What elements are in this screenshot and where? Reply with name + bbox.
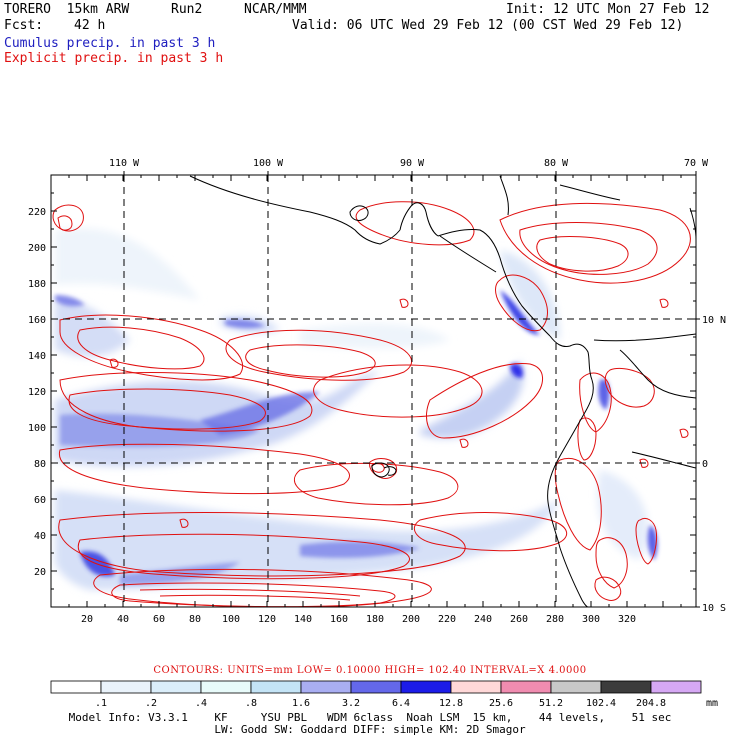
colorbar-swatch — [100, 680, 152, 694]
colorbar-swatch — [550, 680, 602, 694]
left-tick-label: 200 — [28, 243, 46, 254]
bottom-tick-label: 220 — [438, 614, 456, 625]
bottom-tick-label: 200 — [402, 614, 420, 625]
bottom-tick-label: 100 — [222, 614, 240, 625]
colorbar: .1 .2 .4 .8 1.6 3.2 6.4 12.8 25.6 51.2 102.4 204.8 m… — [50, 680, 718, 709]
forecast-label: Fcst: — [4, 18, 44, 33]
left-tick-label: 180 — [28, 279, 46, 290]
bottom-tick-label: 240 — [474, 614, 492, 625]
left-tick-label: 20 — [34, 567, 46, 578]
colorbar-label: 12.8 — [439, 698, 463, 709]
right-lat-label: 10 N — [702, 315, 726, 326]
bottom-tick-label: 20 — [81, 614, 93, 625]
colorbar-swatch — [200, 680, 252, 694]
field-cumulus-label: Cumulus precip. in past 3 h — [4, 36, 216, 51]
colorbar-swatch — [400, 680, 452, 694]
colorbar-label: .8 — [245, 698, 257, 709]
contours-info: CONTOURS: UNITS=mm LOW= 0.10000 HIGH= 10… — [153, 665, 587, 676]
bottom-tick-label: 320 — [618, 614, 636, 625]
colorbar-swatch — [600, 680, 652, 694]
explicit-precip-contours — [52, 201, 691, 607]
colorbar-label: .4 — [195, 698, 207, 709]
colorbar-label: 51.2 — [539, 698, 563, 709]
colorbar-swatch — [500, 680, 552, 694]
physics-info: LW: Godd SW: Goddard DIFF: simple KM: 2D… — [214, 723, 526, 736]
model-title: TORERO 15km ARW — [4, 2, 130, 17]
axis-ticks — [51, 171, 700, 608]
left-tick-label: 100 — [28, 423, 46, 434]
left-tick-label: 80 — [34, 459, 46, 470]
colorbar-label: 6.4 — [392, 698, 410, 709]
top-lon-label: 100 W — [253, 158, 284, 169]
colorbar-label: 1.6 — [292, 698, 310, 709]
left-tick-label: 140 — [28, 351, 46, 362]
bottom-tick-label: 260 — [510, 614, 528, 625]
model-info: Model Info: V3.3.1 KF YSU PBL WDM 6class… — [68, 711, 672, 724]
bottom-tick-label: 300 — [582, 614, 600, 625]
left-tick-label: 60 — [34, 495, 46, 506]
colorbar-unit: mm — [706, 698, 718, 709]
axis-tick-labels: 20 40 60 80 100 120 140 160 180 200 220 240 260 280 30… — [28, 158, 726, 625]
colorbar-label: .1 — [95, 698, 107, 709]
top-lon-label: 90 W — [400, 158, 425, 169]
lat-lon-grid — [51, 175, 696, 607]
right-lat-label: 10 S — [702, 603, 726, 614]
top-lon-label: 110 W — [109, 158, 140, 169]
right-lat-label: 0 — [702, 459, 708, 470]
top-lon-label: 80 W — [544, 158, 569, 169]
bottom-tick-label: 140 — [294, 614, 312, 625]
colorbar-label: 25.6 — [489, 698, 513, 709]
org-label: NCAR/MMM — [244, 2, 307, 17]
top-lon-label: 70 W — [684, 158, 709, 169]
colorbar-swatch — [450, 680, 502, 694]
colorbar-label: 204.8 — [636, 698, 666, 709]
init-time: Init: 12 UTC Mon 27 Feb 12 — [506, 2, 710, 17]
bottom-tick-label: 120 — [258, 614, 276, 625]
colorbar-label: 3.2 — [342, 698, 360, 709]
left-tick-label: 160 — [28, 315, 46, 326]
left-tick-label: 120 — [28, 387, 46, 398]
bottom-tick-label: 60 — [153, 614, 165, 625]
colorbar-label: .2 — [145, 698, 157, 709]
colorbar-swatch — [300, 680, 352, 694]
colorbar-swatch — [150, 680, 202, 694]
run-label: Run2 — [171, 2, 203, 17]
colorbar-swatch — [650, 680, 702, 694]
colorbar-swatch — [350, 680, 402, 694]
left-tick-label: 40 — [34, 531, 46, 542]
valid-time: Valid: 06 UTC Wed 29 Feb 12 (00 CST Wed … — [292, 18, 684, 33]
colorbar-swatch — [50, 680, 102, 694]
left-tick-label: 220 — [28, 207, 46, 218]
field-explicit-label: Explicit precip. in past 3 h — [4, 51, 224, 66]
colorbar-swatch — [250, 680, 302, 694]
forecast-hour: 42 h — [74, 18, 106, 33]
bottom-tick-label: 80 — [189, 614, 201, 625]
bottom-tick-label: 40 — [117, 614, 129, 625]
colorbar-label: 102.4 — [586, 698, 616, 709]
bottom-tick-label: 280 — [546, 614, 564, 625]
bottom-tick-label: 160 — [330, 614, 348, 625]
bottom-tick-label: 180 — [366, 614, 384, 625]
